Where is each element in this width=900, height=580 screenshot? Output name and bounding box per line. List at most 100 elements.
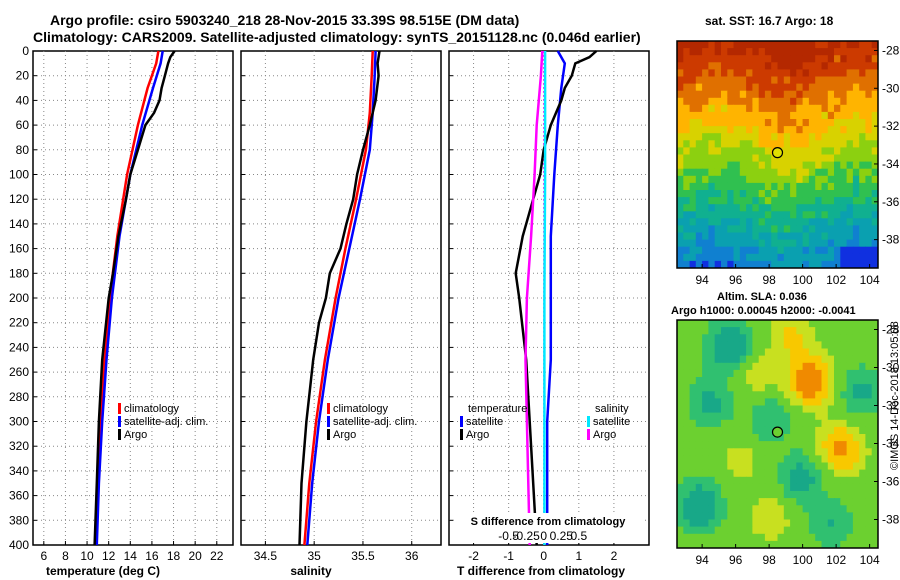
map-cell <box>821 341 829 349</box>
map-cell <box>852 540 860 549</box>
map-cell <box>746 369 753 378</box>
map-cell <box>827 334 835 342</box>
map-cell <box>677 526 684 535</box>
map-cell <box>727 161 735 170</box>
map-cell <box>689 253 697 262</box>
map-cell <box>802 225 810 233</box>
sst-map-frame <box>676 40 879 269</box>
map-cell <box>746 211 753 219</box>
map-cell <box>840 119 848 127</box>
map-cell <box>689 69 697 77</box>
map-cell <box>859 505 866 513</box>
map-cell <box>677 519 684 528</box>
map-cell <box>677 253 684 262</box>
map-cell <box>695 412 703 421</box>
map-cell <box>796 197 804 205</box>
map-cell <box>846 533 854 542</box>
map-cell <box>695 190 703 198</box>
map-cell <box>790 491 797 499</box>
map-cell <box>783 391 791 399</box>
map-cell <box>865 369 873 378</box>
map-cell <box>758 384 766 392</box>
map-cell <box>846 260 854 269</box>
map-cell <box>746 133 753 141</box>
map-cell <box>859 533 866 542</box>
map-cell <box>752 140 760 148</box>
map-cell <box>758 348 766 357</box>
map-cell <box>865 505 873 513</box>
map-cell <box>677 232 684 241</box>
map-cell <box>783 140 791 148</box>
depth-tick-label: 300 <box>9 415 29 429</box>
map-cell <box>840 348 848 357</box>
map-cell <box>834 111 841 120</box>
map-cell <box>846 211 854 219</box>
map-cell <box>708 175 716 184</box>
map-cell <box>821 355 829 364</box>
map-cell <box>846 154 854 163</box>
map-cell <box>815 168 822 177</box>
map-cell <box>834 190 841 198</box>
s-tick-label: 0 <box>540 529 547 543</box>
map-cell <box>783 476 791 485</box>
map-cell <box>865 253 873 262</box>
map-cell <box>846 384 854 392</box>
map-cell <box>859 369 866 378</box>
map-cell <box>834 211 841 219</box>
map-cell <box>846 498 854 506</box>
map-cell <box>821 62 829 70</box>
map-cell <box>733 246 741 255</box>
map-cell <box>758 505 766 513</box>
map-cell <box>752 391 760 399</box>
map-cell <box>689 369 697 378</box>
map-cell <box>865 69 873 77</box>
map-cell <box>834 434 841 442</box>
map-cell <box>871 119 879 127</box>
map-cell <box>821 104 829 113</box>
map-cell <box>865 168 873 177</box>
map-cell <box>746 498 753 506</box>
map-cell <box>677 405 684 414</box>
map-cell <box>796 327 804 335</box>
map-cell <box>708 133 716 141</box>
map-cell <box>771 412 778 421</box>
map-cell <box>834 55 841 63</box>
map-cell <box>746 526 753 535</box>
map-cell <box>683 519 691 528</box>
map-cell <box>821 512 829 520</box>
map-cell <box>764 260 772 269</box>
map-cell <box>865 190 873 198</box>
map-cell <box>852 239 860 248</box>
map-cell <box>777 491 785 499</box>
map-cell <box>677 505 684 513</box>
map-cell <box>859 498 866 506</box>
map-cell <box>777 119 785 127</box>
x-tick-label: 34.5 <box>254 549 278 563</box>
map-cell <box>733 190 741 198</box>
map-cell <box>677 412 684 421</box>
map-cell <box>708 483 716 492</box>
x-tick-label: 36 <box>405 549 419 563</box>
map-cell <box>852 341 860 349</box>
map-cell <box>790 204 797 212</box>
map-cell <box>808 225 816 233</box>
map-cell <box>758 398 766 406</box>
map-cell <box>758 405 766 414</box>
depth-tick-label: 140 <box>9 217 29 231</box>
map-cell <box>739 369 747 378</box>
map-cell <box>859 225 866 233</box>
map-cell <box>677 448 684 456</box>
map-cell <box>727 204 735 212</box>
map-cell <box>859 448 866 456</box>
map-cell <box>871 483 879 492</box>
s-tick-label: 0.5 <box>570 529 587 543</box>
map-cell <box>708 239 716 248</box>
map-cell <box>859 204 866 212</box>
map-cell <box>746 182 753 191</box>
map-cell <box>683 476 691 485</box>
map-cell <box>746 362 753 371</box>
map-y-tick-label: -38 <box>882 513 900 527</box>
map-cell <box>721 119 728 127</box>
map-cell <box>777 232 785 241</box>
map-cell <box>752 348 760 357</box>
